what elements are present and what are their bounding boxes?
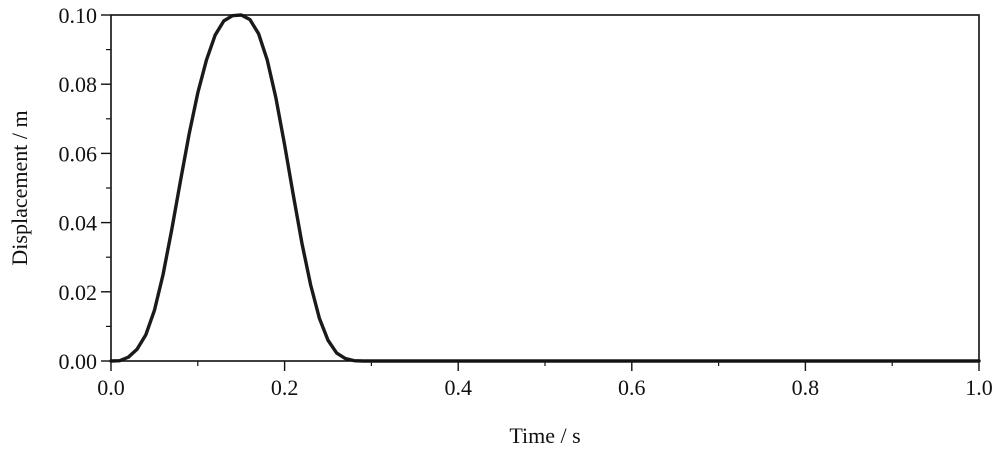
- y-tick-label: 0.00: [59, 349, 98, 374]
- displacement-series-line: [109, 13, 981, 363]
- x-tick-label: 0.0: [97, 375, 125, 400]
- y-axis-ticks: [101, 14, 111, 362]
- y-axis-title: Displacement / m: [7, 110, 32, 265]
- x-axis-title: Time / s: [509, 423, 580, 448]
- y-tick-label: 0.06: [59, 141, 98, 166]
- y-tick-label: 0.10: [59, 3, 98, 28]
- x-tick-label: 0.8: [792, 375, 820, 400]
- y-tick-label: 0.02: [59, 280, 98, 305]
- plot-frame: [110, 14, 980, 362]
- x-tick-label: 0.2: [271, 375, 299, 400]
- x-tick-label: 1.0: [965, 375, 993, 400]
- x-tick-label: 0.6: [618, 375, 646, 400]
- y-tick-label: 0.04: [59, 211, 98, 236]
- y-tick-label: 0.08: [59, 72, 98, 97]
- y-axis-tick-labels: 0.00 0.02 0.04 0.06 0.08 0.10: [59, 3, 98, 374]
- x-tick-label: 0.4: [444, 375, 472, 400]
- x-axis-tick-labels: 0.0 0.2 0.4 0.6 0.8 1.0: [97, 375, 993, 400]
